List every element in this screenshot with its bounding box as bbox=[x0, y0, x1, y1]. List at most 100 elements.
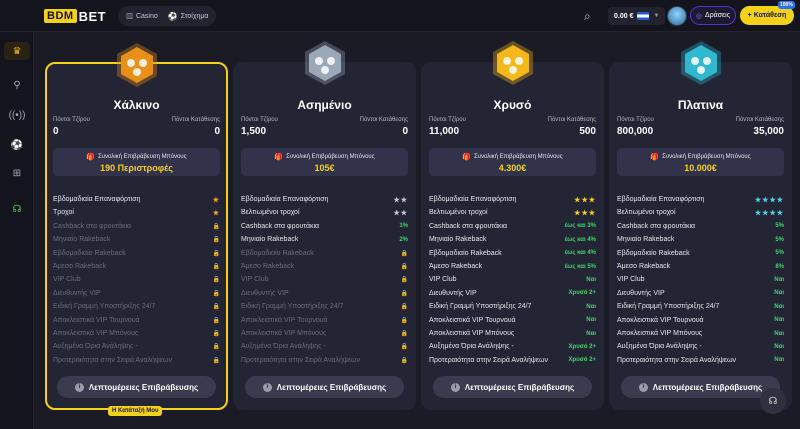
sidebar: ♛ ⚲ ((•)) ⚽ ⊞ ☊ bbox=[0, 32, 34, 429]
lock-icon: 🔒 bbox=[212, 290, 220, 297]
feature-value: Ναι bbox=[586, 303, 596, 310]
feature-value: Χρυσό 2+ bbox=[568, 290, 596, 297]
reward-details-button[interactable]: i Λεπτομέρειες Επιβράβευσης bbox=[57, 376, 216, 398]
feature-label: VIP Club bbox=[429, 276, 457, 284]
reward-details-button[interactable]: i Λεπτομέρειες Επιβράβευσης bbox=[245, 376, 404, 398]
feature-label: Αποκλειστικά VIP Τουρνουά bbox=[617, 316, 704, 324]
feature-value: 2% bbox=[399, 236, 408, 243]
tier-medal-icon bbox=[492, 41, 533, 85]
feature-label: Εβδομαδιαίο Rakeback bbox=[429, 249, 502, 257]
soccer-icon[interactable]: ⚽ bbox=[10, 140, 24, 151]
live-icon[interactable]: ((•)) bbox=[8, 110, 26, 121]
feature-label: Άμεσο Rakeback bbox=[429, 263, 483, 270]
feature-value: Χρυσό 2+ bbox=[568, 343, 596, 350]
star-rating: ★★★★ bbox=[754, 209, 784, 217]
feature-label: Εβδομαδιαίο Rakeback bbox=[617, 249, 690, 257]
feature-value: 5% bbox=[775, 250, 784, 257]
lock-icon: 🔒 bbox=[212, 264, 220, 270]
lock-icon: 🔒 bbox=[400, 250, 408, 257]
feature-label: Αυξημένα Όρια Ανάληψης - bbox=[53, 343, 138, 351]
logo-box: BDM bbox=[44, 9, 77, 23]
feature-label: Βελτιωμένοι τροχοί bbox=[617, 209, 676, 217]
feature-row: Μηνιαίο Rakeback 2% bbox=[241, 233, 408, 246]
search-icon[interactable]: ⌕ bbox=[584, 9, 591, 23]
nav-sports[interactable]: ⚽ Στοίχημα bbox=[168, 12, 209, 21]
balance-amount: 0.00 € bbox=[614, 12, 634, 20]
feature-label: Άμεσο Rakeback bbox=[53, 263, 107, 270]
star-rating: ★★★ bbox=[574, 196, 596, 204]
feature-row: Διευθυντής VIP 🔒 bbox=[241, 287, 408, 300]
tier-card: Ασημένιο Πόντοι Τζίρου Πόντοι Κατάθεσης 1,5… bbox=[233, 41, 416, 410]
deposit-points-value: 0 bbox=[214, 126, 220, 137]
feature-label: Ειδική Γραμμή Υποστήριξης 24/7 bbox=[241, 303, 344, 311]
deposit-button[interactable]: + Κατάθεση bbox=[740, 6, 794, 25]
lock-icon: 🔒 bbox=[212, 317, 220, 324]
nav-casino[interactable]: ⚄ Casino bbox=[126, 12, 158, 21]
headset-icon[interactable]: ☊ bbox=[12, 204, 22, 215]
feature-row: Άμεσο Rakeback έως και 5% bbox=[429, 260, 596, 273]
total-bonus-label-row: 🎁 Συνολική Επιβράβευση Μπόνους bbox=[617, 153, 784, 161]
feature-label: Εβδομαδιαία Επαναφόρτιση bbox=[617, 196, 705, 203]
tier-card: Χάλκινο Πόντοι Τζίρου Πόντοι Κατάθεσης 0 0 🎁 Σ… bbox=[45, 43, 228, 410]
gift-icon: 🎁 bbox=[274, 154, 284, 161]
feature-row: Αποκλειστικά VIP Μπόνους 🔒 bbox=[241, 327, 408, 340]
turnover-points-value: 11,000 bbox=[429, 126, 460, 137]
avatar[interactable] bbox=[667, 6, 687, 26]
feature-row: Εβδομαδιαία Επαναφόρτιση ★ bbox=[53, 193, 220, 206]
lock-icon: 🔒 bbox=[400, 264, 408, 270]
lock-icon: 🔒 bbox=[400, 344, 408, 351]
tier-medal-icon bbox=[680, 41, 721, 85]
star-rating: ★ bbox=[212, 209, 220, 217]
tier-medal-icon bbox=[116, 43, 157, 87]
lock-icon: 🔒 bbox=[212, 223, 220, 230]
tier-card: Χρυσό Πόντοι Τζίρου Πόντοι Κατάθεσης 11,000… bbox=[421, 41, 604, 410]
feature-label: Εβδομαδιαία Επαναφόρτιση bbox=[429, 196, 517, 203]
feature-label: Διευθυντής VIP bbox=[429, 289, 477, 297]
feature-label: Μηνιαίο Rakeback bbox=[53, 236, 111, 244]
feature-value: έως και 5% bbox=[564, 263, 596, 270]
feature-label: Αποκλειστικά VIP Τουρνουά bbox=[241, 316, 328, 324]
logo[interactable]: BDM BET bbox=[44, 8, 106, 24]
feature-value: Ναι bbox=[774, 317, 784, 324]
reward-details-label: Λεπτομέρειες Επιβράβευσης bbox=[464, 382, 575, 392]
bike-icon[interactable]: ⚲ bbox=[13, 80, 21, 91]
turnover-points-label: Πόντοι Τζίρου bbox=[241, 117, 278, 123]
lock-icon: 🔒 bbox=[400, 357, 408, 364]
total-bonus-box: 🎁 Συνολική Επιβράβευση Μπόνους 10.000€ bbox=[617, 148, 784, 176]
feature-row: Αυξημένα Όρια Ανάληψης - Ναι bbox=[617, 340, 784, 353]
feature-label: Τροχοί bbox=[53, 209, 74, 217]
feature-value: Ναι bbox=[586, 276, 596, 283]
balance-selector[interactable]: 0.00 € ▼ bbox=[608, 7, 666, 25]
reward-details-button[interactable]: i Λεπτομέρειες Επιβράβευσης bbox=[433, 376, 592, 398]
feature-label: Άμεσο Rakeback bbox=[617, 263, 671, 270]
feature-row: Αποκλειστικά VIP Τουρνουά Ναι bbox=[429, 314, 596, 327]
feature-label: Εβδομαδιαία Επαναφόρτιση bbox=[241, 196, 329, 203]
lock-icon: 🔒 bbox=[212, 344, 220, 351]
deposit-points-label: Πόντοι Κατάθεσης bbox=[359, 117, 408, 123]
total-bonus-label: Συνολική Επιβράβευση Μπόνους bbox=[474, 154, 563, 160]
feature-row: Ειδική Γραμμή Υποστήριξης 24/7 🔒 bbox=[53, 300, 220, 313]
promotions-button[interactable]: ◎ Δράσεις bbox=[690, 6, 736, 25]
feature-label: Αποκλειστικά VIP Μπόνους bbox=[429, 330, 515, 337]
logo-suffix: BET bbox=[78, 8, 107, 24]
feature-row: Εβδομαδιαίο Rakeback 🔒 bbox=[241, 247, 408, 260]
reward-details-button[interactable]: i Λεπτομέρειες Επιβράβευσης bbox=[621, 376, 780, 398]
feature-label: Εβδομαδιαίο Rakeback bbox=[241, 249, 314, 257]
total-bonus-box: 🎁 Συνολική Επιβράβευση Μπόνους 4.300€ bbox=[429, 148, 596, 176]
feature-label: VIP Club bbox=[53, 276, 81, 284]
total-bonus-value: 4.300€ bbox=[498, 163, 527, 173]
star-rating: ★★★ bbox=[574, 209, 596, 217]
gamepad-icon[interactable]: ⊞ bbox=[12, 168, 22, 179]
feature-label: Αποκλειστικά VIP Τουρνουά bbox=[53, 316, 140, 324]
feature-label: Προτεραιότητα στην Σειρά Αναλήψεων bbox=[617, 356, 736, 364]
feature-label: Αποκλειστικά VIP Μπόνους bbox=[53, 330, 139, 337]
chevron-down-icon: ▼ bbox=[653, 13, 660, 19]
lock-icon: 🔒 bbox=[212, 357, 220, 364]
lock-icon: 🔒 bbox=[400, 277, 408, 284]
support-chat-button[interactable]: ☊ bbox=[760, 388, 786, 414]
trophy-icon[interactable]: ♛ bbox=[4, 42, 30, 60]
feature-value: έως και 3% bbox=[564, 223, 596, 230]
feature-value: Χρυσό 2+ bbox=[568, 357, 596, 364]
feature-label: Προτεραιότητα στην Σειρά Αναλήψεων bbox=[429, 356, 548, 364]
tier-card: Πλατινα Πόντοι Τζίρου Πόντοι Κατάθεσης 800,… bbox=[609, 41, 792, 410]
